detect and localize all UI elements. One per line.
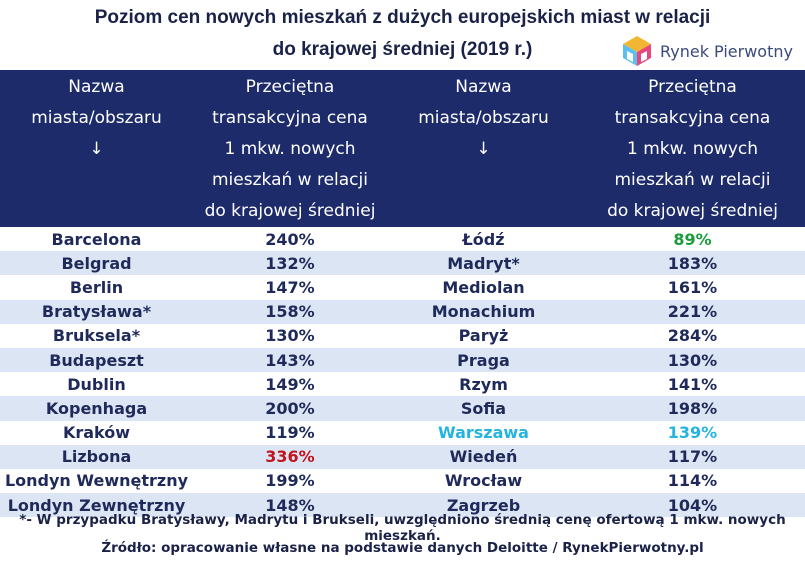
table-row: Londyn Wewnętrzny 199% Wrocław 114% <box>0 468 805 494</box>
value-cell: 119% <box>193 420 387 445</box>
header-price-line-5: do krajowej średniej <box>607 201 778 221</box>
table-row: Londyn Zewnętrzny 148% Zagrzeb 104% <box>0 493 805 518</box>
value-cell: 141% <box>580 372 805 397</box>
city-cell: Belgrad <box>0 251 193 276</box>
house-logo-icon <box>623 36 651 66</box>
value-cell: 161% <box>580 275 805 300</box>
source-note: Źródło: opracowanie własne na podstawie … <box>101 540 704 556</box>
table-row: Bratysława* 158% Monachium 221% <box>0 299 805 324</box>
city-cell: Berlin <box>0 275 193 300</box>
city-cell: Londyn Wewnętrzny <box>0 468 193 494</box>
down-arrow-icon: ↓ <box>89 139 104 159</box>
value-cell: 132% <box>193 251 387 276</box>
header-price-line-1: Przeciętna <box>648 77 737 97</box>
table-row: Dublin 149% Rzym 141% <box>0 372 805 397</box>
city-cell: Praga <box>387 347 580 373</box>
footnote: *- W przypadku Bratysławy, Madrytu i Bru… <box>19 512 786 544</box>
value-cell: 336% <box>193 444 387 469</box>
city-cell: Barcelona <box>0 227 193 252</box>
city-cell: Sofia <box>387 396 580 421</box>
header-price-left: Przeciętna transakcyjna cena 1 mkw. nowy… <box>193 70 387 227</box>
value-cell: 114% <box>580 468 805 494</box>
value-cell: 284% <box>580 323 805 348</box>
brand-logo-text: Rynek Pierwotny <box>660 41 793 61</box>
table-row: Kopenhaga 200% Sofia 198% <box>0 396 805 421</box>
city-cell: Wrocław <box>387 468 580 494</box>
table-row: Berlin 147% Mediolan 161% <box>0 275 805 300</box>
value-cell: 130% <box>580 347 805 373</box>
city-cell: Dublin <box>0 372 193 397</box>
header-price-line-5: do krajowej średniej <box>204 201 376 221</box>
city-cell: Łódź <box>387 227 580 252</box>
table-row: Bruksela* 130% Paryż 284% <box>0 323 805 348</box>
header-price-line-4: mieszkań w relacji <box>212 170 368 190</box>
value-cell: 198% <box>580 396 805 421</box>
header-price-right: Przeciętna transakcyjna cena 1 mkw. nowy… <box>580 70 805 227</box>
header-price-line-4: mieszkań w relacji <box>614 170 771 190</box>
down-arrow-icon: ↓ <box>476 139 491 159</box>
header-city-line-2: miasta/obszaru <box>418 108 549 128</box>
city-cell: Kraków <box>0 420 193 445</box>
title-line-1: Poziom cen nowych mieszkań z dużych euro… <box>94 7 711 28</box>
value-cell: 147% <box>193 275 387 300</box>
header-price-line-2: transakcyjna cena <box>212 108 368 128</box>
city-cell: Londyn Zewnętrzny <box>0 493 193 518</box>
header-city-line-1: Nazwa <box>455 77 512 97</box>
value-cell: 221% <box>580 299 805 324</box>
header-city-right: Nazwa miasta/obszaru ↓ <box>387 70 580 227</box>
table-row: Kraków 119% Warszawa 139% <box>0 420 805 445</box>
city-cell: Warszawa <box>387 420 580 445</box>
city-cell: Paryż <box>387 323 580 348</box>
city-cell: Lizbona <box>0 444 193 469</box>
value-cell: 149% <box>193 372 387 397</box>
value-cell: 148% <box>193 493 387 518</box>
header-price-line-3: 1 mkw. nowych <box>626 139 759 159</box>
value-cell: 143% <box>193 347 387 373</box>
value-cell: 199% <box>193 468 387 494</box>
city-cell: Mediolan <box>387 275 580 300</box>
value-cell: 200% <box>193 396 387 421</box>
brand-logo: Rynek Pierwotny <box>620 34 793 68</box>
table-row: Barcelona 240% Łódź 89% <box>0 227 805 252</box>
city-cell: Bruksela* <box>0 323 193 348</box>
value-cell: 117% <box>580 444 805 469</box>
value-cell: 240% <box>193 227 387 252</box>
header-city-line-2: miasta/obszaru <box>31 108 162 128</box>
city-cell: Kopenhaga <box>0 396 193 421</box>
city-cell: Rzym <box>387 372 580 397</box>
price-table: Nazwa miasta/obszaru ↓ Przeciętna transa… <box>0 70 805 518</box>
city-cell: Madryt* <box>387 251 580 276</box>
city-cell: Budapeszt <box>0 347 193 373</box>
city-cell: Wiedeń <box>387 444 580 469</box>
table-row: Belgrad 132% Madryt* 183% <box>0 251 805 276</box>
header-city-left: Nazwa miasta/obszaru ↓ <box>0 70 193 227</box>
header-price-line-2: transakcyjna cena <box>614 108 771 128</box>
value-cell: 183% <box>580 251 805 276</box>
title-line-2: do krajowej średniej (2019 r.) <box>272 39 533 60</box>
header-price-line-3: 1 mkw. nowych <box>224 139 356 159</box>
city-cell: Monachium <box>387 299 580 324</box>
value-cell: 89% <box>580 227 805 252</box>
value-cell: 104% <box>580 493 805 518</box>
value-cell: 139% <box>580 420 805 445</box>
table-row: Budapeszt 143% Praga 130% <box>0 347 805 373</box>
value-cell: 158% <box>193 299 387 324</box>
city-cell: Zagrzeb <box>387 493 580 518</box>
table-body: Barcelona 240% Łódź 89% Belgrad 132% Madryt* 18… <box>0 227 805 518</box>
table-row: Lizbona 336% Wiedeń 117% <box>0 444 805 469</box>
city-cell: Bratysława* <box>0 299 193 324</box>
value-cell: 130% <box>193 323 387 348</box>
header-city-line-1: Nazwa <box>68 77 125 97</box>
header-price-line-1: Przeciętna <box>245 77 335 97</box>
